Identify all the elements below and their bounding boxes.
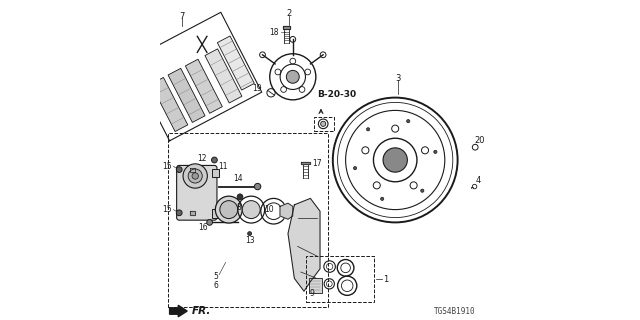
Text: 10: 10 [264, 205, 275, 214]
Bar [168, 133, 328, 307]
Circle shape [353, 166, 356, 170]
Text: 11: 11 [219, 162, 228, 171]
Bar [212, 169, 219, 177]
Circle shape [183, 164, 207, 188]
Polygon shape [288, 198, 320, 291]
Circle shape [188, 169, 202, 183]
Bar [314, 117, 334, 131]
Circle shape [381, 197, 384, 200]
Circle shape [406, 120, 410, 123]
Bar [306, 256, 374, 302]
Circle shape [177, 167, 182, 172]
Text: 8: 8 [236, 204, 241, 212]
Polygon shape [191, 168, 195, 172]
Text: 18: 18 [269, 28, 278, 36]
Circle shape [286, 70, 300, 83]
Circle shape [321, 121, 326, 126]
Text: 6: 6 [214, 281, 218, 290]
Polygon shape [168, 68, 205, 123]
Circle shape [207, 220, 212, 225]
Text: 13: 13 [244, 236, 255, 245]
Polygon shape [283, 26, 291, 29]
Text: 5: 5 [214, 272, 218, 281]
Circle shape [255, 183, 261, 190]
Polygon shape [191, 211, 195, 215]
Text: 7: 7 [180, 12, 185, 21]
Text: 15: 15 [163, 205, 172, 214]
Text: 14: 14 [234, 174, 243, 183]
Bar [310, 278, 321, 293]
Text: B-20-30: B-20-30 [317, 90, 356, 99]
Circle shape [248, 232, 252, 236]
Circle shape [215, 196, 243, 223]
Text: 12: 12 [197, 154, 206, 163]
Text: 2: 2 [286, 9, 292, 18]
Polygon shape [280, 203, 292, 219]
Polygon shape [218, 36, 254, 90]
Text: FR.: FR. [192, 306, 211, 316]
Polygon shape [301, 162, 310, 164]
Text: 17: 17 [312, 159, 323, 168]
Polygon shape [205, 49, 242, 103]
Text: 4: 4 [476, 176, 481, 185]
Polygon shape [186, 59, 222, 113]
Text: 16: 16 [198, 223, 208, 232]
Circle shape [211, 157, 218, 163]
Text: 1: 1 [383, 275, 388, 284]
Text: 3: 3 [396, 74, 401, 83]
Circle shape [420, 189, 424, 192]
Text: 19: 19 [252, 84, 262, 92]
Text: 20: 20 [475, 136, 485, 145]
Text: 9: 9 [310, 289, 314, 298]
Text: 15: 15 [163, 162, 172, 171]
Bar [212, 209, 219, 218]
FancyBboxPatch shape [177, 165, 217, 220]
Circle shape [220, 201, 238, 219]
Text: TGS4B1910: TGS4B1910 [433, 308, 475, 316]
Circle shape [367, 128, 370, 131]
Polygon shape [170, 305, 187, 317]
Polygon shape [151, 77, 188, 132]
Circle shape [383, 148, 408, 172]
Circle shape [434, 150, 437, 154]
Circle shape [177, 210, 182, 216]
Circle shape [192, 173, 198, 179]
Circle shape [237, 194, 243, 200]
Circle shape [243, 201, 260, 219]
